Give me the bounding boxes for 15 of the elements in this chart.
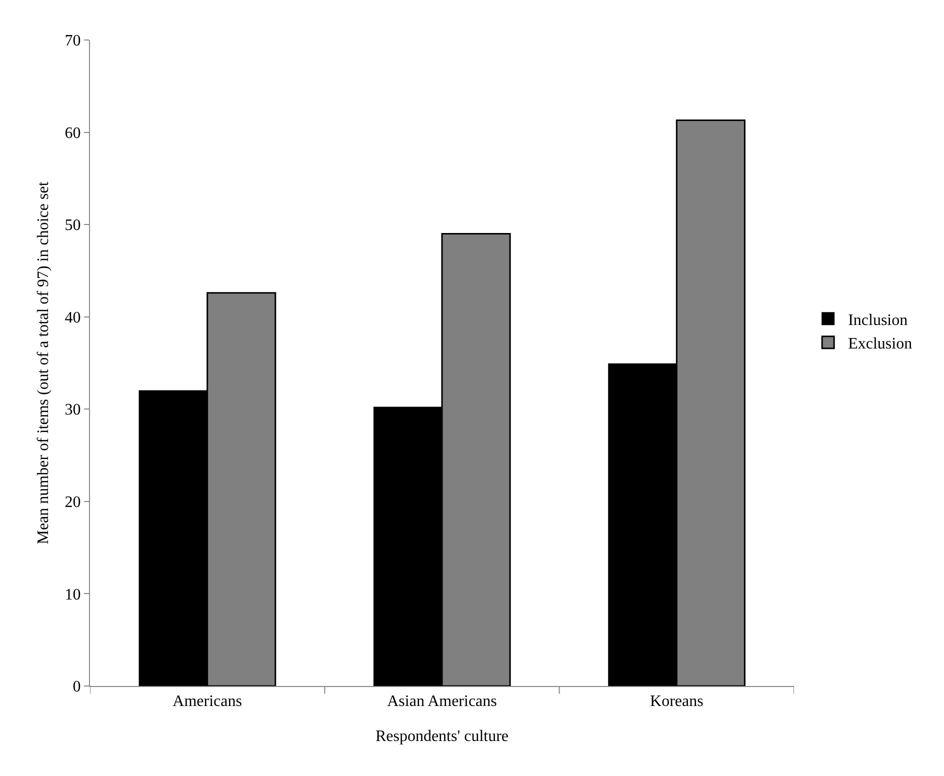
x-tick-label: Americans [172, 693, 242, 710]
legend-label: Inclusion [848, 312, 908, 329]
y-tick-label: 60 [64, 124, 81, 142]
y-tick-label: 20 [64, 494, 81, 512]
y-tick-label: 30 [64, 402, 81, 419]
legend-label: Exclusion [848, 336, 912, 353]
y-axis-title: Mean number of items (out of a total of 97) in choice set [35, 181, 52, 544]
y-tick-label: 0 [72, 678, 81, 696]
y-tick-label: 40 [64, 309, 81, 326]
y-tick-label: 10 [64, 586, 81, 604]
x-tick-label: Koreans [650, 693, 704, 710]
x-axis-title: Respondents' culture [375, 728, 509, 745]
y-tick-label: 70 [64, 32, 81, 50]
y-tick-label: 50 [64, 217, 81, 234]
x-tick-label: Asian Americans [387, 693, 497, 710]
